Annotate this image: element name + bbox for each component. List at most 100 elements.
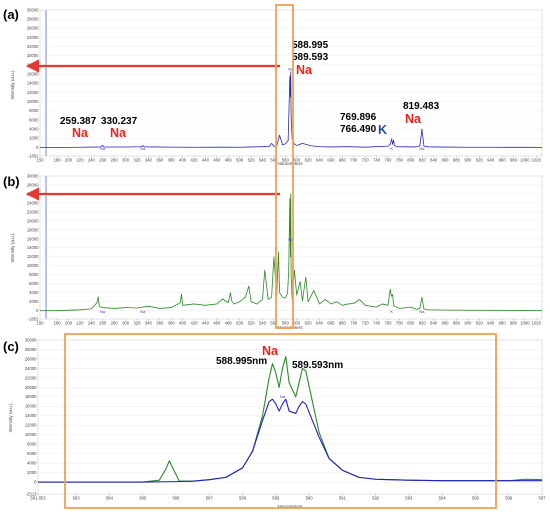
peak-annotation-588-995: 588.995: [292, 40, 329, 51]
x-tick-label: 360: [156, 321, 164, 326]
peak-marker-label: Na: [140, 146, 146, 151]
series-line-1: [40, 193, 543, 312]
y-tick-label: 26000: [27, 26, 39, 31]
x-tick-label: 840: [430, 158, 438, 163]
peak-marker-label: Na: [100, 146, 106, 151]
y-tick-label: 4000: [29, 127, 39, 132]
x-tick-label: 480: [225, 321, 233, 326]
x-tick-label: 960: [499, 321, 507, 326]
x-tick-label: 640: [316, 158, 324, 163]
y-tick-label: 18000: [27, 227, 39, 232]
x-tick-label: 260: [99, 158, 107, 163]
x-tick-label: 640: [316, 321, 324, 326]
y-tick-label: 0: [34, 479, 37, 484]
x-tick-label: 740: [373, 321, 381, 326]
series-line-2: [38, 398, 542, 483]
element-label-na-330: Na: [110, 126, 127, 140]
peak-marker-label: K: [390, 146, 393, 151]
peak-annotation-769-896: 769.896: [340, 112, 377, 123]
y-tick-label: 30000: [27, 7, 39, 12]
y-tick-label: -2513: [26, 491, 37, 496]
plot-area-c: [37, 339, 543, 495]
x-tick-label: 1000: [520, 158, 530, 163]
x-tick-label: 1020: [532, 321, 542, 326]
x-tick-label: 580: [282, 158, 290, 163]
x-tick-label: 583: [73, 496, 81, 501]
highlight-box-vertical: [275, 4, 294, 329]
x-tick-label: 520: [248, 321, 256, 326]
x-tick-label: 760: [384, 321, 392, 326]
peak-annotation-259-387: 259.387: [60, 116, 97, 127]
x-tick-label: 320: [133, 158, 141, 163]
peak-marker-label: Na: [419, 146, 425, 151]
y-tick-label: 30000: [27, 173, 39, 178]
x-tick-label: 420: [191, 158, 199, 163]
y-tick-label: 10000: [27, 99, 39, 104]
element-label-na-c: Na: [262, 344, 279, 358]
x-tick-label: 480: [225, 158, 233, 163]
x-tick-label: 200: [65, 321, 73, 326]
y-tick-label: 28000: [27, 182, 39, 187]
x-tick-label: 220: [76, 158, 84, 163]
y-tick-label: 0: [36, 145, 39, 150]
x-tick-label: 200: [65, 158, 73, 163]
x-tick-label: 581.853: [30, 496, 46, 501]
peak-marker-label: Na: [288, 67, 294, 72]
y-tick-label: 26000: [25, 356, 37, 361]
y-tick-label: 16000: [25, 404, 37, 409]
x-tick-label: 240: [88, 321, 96, 326]
peak-annotation-589-593nm: 589.593nm: [292, 360, 343, 371]
x-tick-label: 587: [206, 496, 214, 501]
x-tick-label: 520: [248, 158, 256, 163]
x-tick-label: 589: [272, 496, 280, 501]
x-tick-label: 591: [339, 496, 347, 501]
x-tick-label: 800: [407, 321, 415, 326]
y-tick-label: 16000: [27, 236, 39, 241]
x-tick-label: 860: [442, 321, 450, 326]
y-tick-label: 6000: [29, 281, 39, 286]
y-tick-label: 24000: [27, 35, 39, 40]
x-tick-label: 220: [76, 321, 84, 326]
x-tick-label: 280: [111, 158, 119, 163]
x-tick-label: 580: [282, 321, 290, 326]
panel-c: 3000028000260002400022000200001800016000…: [3, 337, 546, 509]
x-tick-label: 600: [293, 321, 301, 326]
x-tick-label: 780: [396, 321, 404, 326]
x-tick-label: 360: [156, 158, 164, 163]
x-tick-label: 597: [539, 496, 547, 501]
y-tick-label: 20000: [27, 53, 39, 58]
y-tick-label: 6000: [27, 451, 37, 456]
peak-annotation-819-483: 819.483: [403, 101, 440, 112]
x-tick-label: 900: [464, 321, 472, 326]
x-tick-label: 980: [510, 321, 518, 326]
x-axis-label-c: Nanometers: [277, 504, 303, 509]
y-tick-label: 4000: [27, 461, 37, 466]
y-tick-label: 6000: [29, 117, 39, 122]
x-tick-label: 260: [99, 321, 107, 326]
x-tick-label: 300: [122, 158, 130, 163]
x-tick-label: 585: [139, 496, 147, 501]
x-tick-label: 920: [476, 321, 484, 326]
x-tick-label: 840: [430, 321, 438, 326]
y-tick-label: 12000: [27, 90, 39, 95]
y-tick-label: 14000: [27, 245, 39, 250]
x-tick-label: 460: [213, 321, 221, 326]
x-tick-label: 595: [472, 496, 480, 501]
x-tick-label: 720: [362, 158, 370, 163]
x-tick-label: 920: [476, 158, 484, 163]
y-tick-label: 8000: [29, 272, 39, 277]
x-tick-label: 880: [453, 158, 461, 163]
x-tick-label: 440: [202, 321, 210, 326]
x-tick-label: 760: [384, 158, 392, 163]
element-label-na-819: Na: [405, 112, 422, 126]
element-label-na-main-a: Na: [296, 63, 313, 77]
x-tick-label: 150: [37, 321, 45, 326]
x-tick-label: 300: [122, 321, 130, 326]
peak-marker-label: Na: [100, 309, 106, 314]
y-tick-label: 12000: [27, 254, 39, 259]
y-tick-label: 8000: [29, 108, 39, 113]
x-tick-label: 420: [191, 321, 199, 326]
y-tick-label: 0: [36, 308, 39, 313]
x-tick-label: 340: [145, 321, 153, 326]
